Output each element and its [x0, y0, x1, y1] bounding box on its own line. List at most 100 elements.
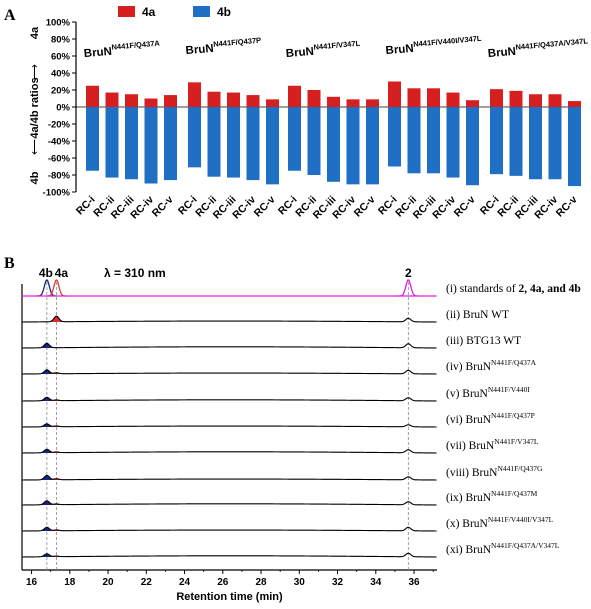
bar-4a: [466, 100, 479, 107]
trace-8: [21, 500, 437, 506]
y-tick-label: 80%: [51, 35, 71, 46]
group-superscript: N441F/Q437A: [111, 38, 161, 51]
bar-4b: [164, 107, 177, 181]
trace-label-superscript: N441F/V347L: [494, 437, 539, 446]
trace-label-prefix: (i) standards of: [446, 283, 519, 295]
peak-fill-4a: [47, 504, 66, 505]
group-label: BruNN441F/Q437A/V347L: [487, 36, 589, 60]
trace-label: (v) BruNN441F/V440I: [446, 385, 530, 400]
group-label: BruNN441F/Q437P: [185, 36, 262, 58]
x-tick-label: 28: [255, 577, 267, 588]
trace-label: (iii) BTG13 WT: [446, 335, 521, 347]
trace-label-prefix: (ii) BruN WT: [446, 309, 509, 321]
bar-4b: [407, 107, 421, 174]
bar-4b: [307, 107, 321, 175]
x-axis-title: Retention time (min): [176, 591, 283, 603]
trace-label-compounds: 2, 4a, and 4b: [519, 283, 581, 295]
group-name: BruN: [385, 43, 414, 57]
bar-4a: [86, 85, 99, 107]
bar-4a: [164, 95, 177, 107]
peak-fill-4b: [38, 475, 56, 480]
y-tick-label: 0%: [56, 103, 70, 114]
y-tick-label: 100%: [46, 18, 71, 29]
y-tick-label: 20%: [51, 86, 71, 97]
bar-4a: [509, 90, 523, 107]
trace-label: (ii) BruN WT: [446, 309, 509, 321]
trace-4: [21, 396, 437, 402]
y-axis-up-arrow: ⟶: [29, 64, 41, 80]
trace-2: [21, 342, 437, 349]
x-tick-label: 26: [217, 577, 229, 588]
y-tick-label: 60%: [51, 52, 71, 63]
y-tick-label: -20%: [48, 120, 71, 131]
trace-label-prefix: (v) BruN: [446, 388, 489, 400]
category-label: RC-v: [452, 194, 478, 220]
x-tick-label: 18: [64, 577, 76, 588]
trace-label: (iv) BruNN441F/Q437A: [446, 358, 537, 373]
trace-label: (vi) BruNN441F/Q437P: [446, 411, 535, 426]
peak-label-4a: 4a: [55, 266, 69, 280]
bar-4b: [207, 107, 221, 177]
panel-b-chromatograms: 16 18 20 22 24 26 28 30 32 34 36 Retention time (mi…: [21, 266, 581, 603]
bar-4b: [266, 107, 279, 185]
bar-4b: [327, 107, 340, 182]
bar-4a: [346, 99, 360, 107]
group-superscript: N441F/Q437A/V347L: [515, 36, 588, 51]
panel-b-label: B: [4, 255, 15, 272]
bar-4b: [568, 107, 581, 187]
group-superscript: N441F/Q437P: [213, 36, 262, 49]
bar-4a: [427, 88, 440, 107]
y-tick-label: -60%: [48, 154, 71, 165]
group-superscript: N441F/V347L: [313, 39, 361, 52]
group-label: BruNN441F/V347L: [285, 39, 361, 61]
trace-label-prefix: (vi) BruN: [446, 414, 492, 426]
bar-4a: [307, 90, 321, 107]
bar-4a: [266, 99, 279, 107]
trace-label-prefix: (ix) BruN: [446, 492, 492, 504]
bar-4b: [125, 107, 138, 180]
group-name: BruN: [285, 46, 314, 60]
bar-4b: [427, 107, 440, 174]
peak-fill-4b: [38, 554, 56, 557]
x-tick-label: 22: [141, 577, 153, 588]
bar-4a: [188, 82, 201, 107]
category-label: RC-v: [150, 194, 176, 220]
trace-9: [21, 526, 437, 532]
trace-7: [21, 474, 437, 481]
peak-fill-4a: [47, 426, 66, 427]
legend-swatch-4a: [118, 6, 135, 17]
bar-4a: [446, 92, 460, 107]
trace-label-prefix: (viii) BruN: [446, 467, 498, 479]
peak-fill-4a: [47, 400, 66, 401]
trace-label-superscript: N441F/Q437A/V347L: [491, 541, 560, 550]
bar-4b: [346, 107, 360, 185]
bar-4b: [86, 107, 99, 171]
trace-3: [21, 369, 437, 375]
bar-4b: [188, 107, 201, 168]
peak-fill-4a: [47, 316, 66, 322]
x-tick-label: 32: [332, 577, 344, 588]
standard-peak-4a: [46, 279, 67, 297]
trace-10: [21, 552, 437, 558]
group-label: BruNN441F/Q437A: [83, 38, 161, 60]
x-tick-label: 30: [294, 577, 306, 588]
trace-label: (viii) BruNN441F/Q437G: [446, 464, 543, 479]
bar-4b: [288, 107, 301, 171]
peak-fill-4b: [38, 501, 56, 505]
x-tick-label: 36: [408, 577, 420, 588]
bar-4a: [366, 99, 379, 107]
panel-a-bar-chart: 100%80%60%40%20%0%-20%-40%-60%-80%-100%4…: [29, 5, 589, 222]
x-tick-label: 34: [370, 577, 382, 588]
y-axis-bottom-label: 4b: [29, 171, 41, 184]
bar-4a: [490, 89, 503, 107]
bar-4a: [246, 95, 260, 107]
group-name: BruN: [83, 46, 112, 60]
y-axis-title: 4a/4b ratios: [29, 77, 41, 138]
bar-4a: [144, 98, 158, 107]
bar-4b: [105, 107, 119, 178]
trace-label: (i) standards of 2, 4a, and 4b: [446, 283, 581, 295]
trace-5: [21, 423, 437, 428]
bar-4b: [548, 107, 562, 180]
group-name: BruN: [185, 43, 214, 57]
